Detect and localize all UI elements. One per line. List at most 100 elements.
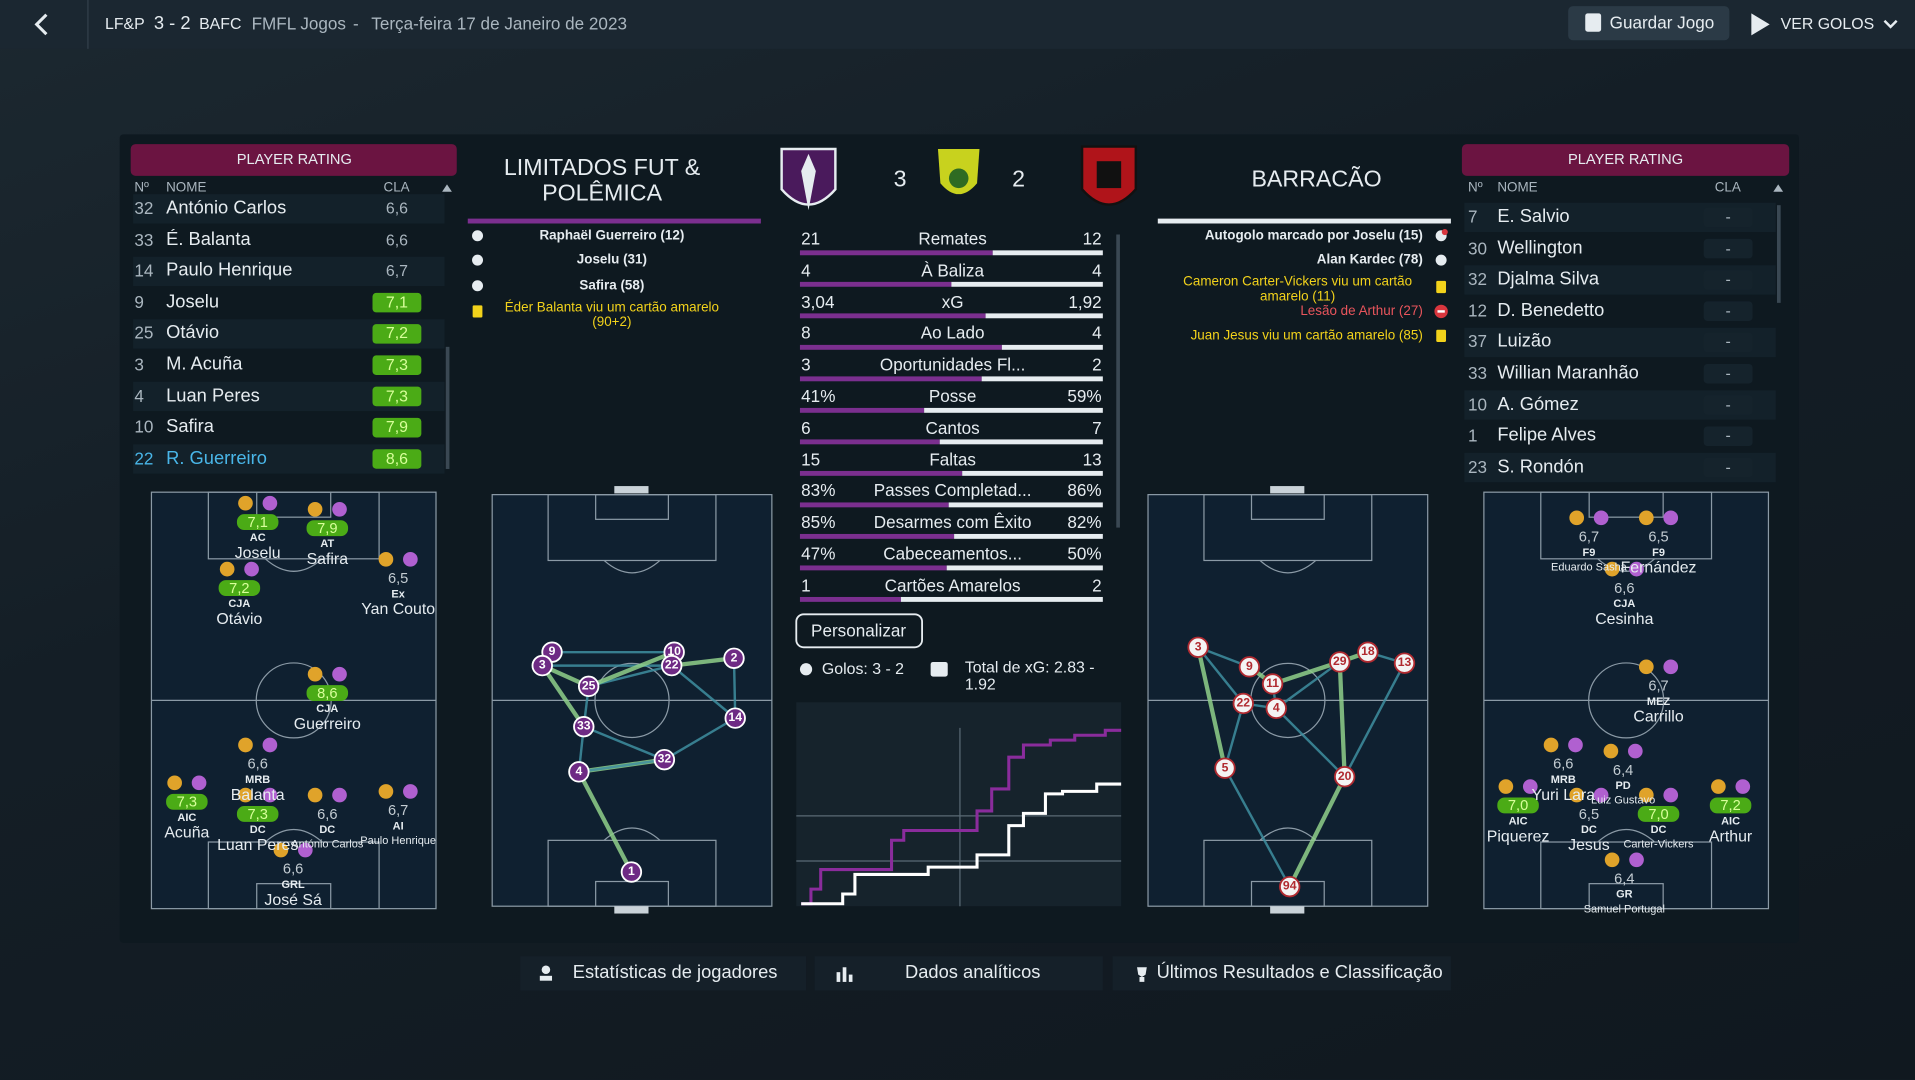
player-name[interactable]: Samuel Portugal: [1583, 902, 1665, 915]
tab-label[interactable]: Últimos Resultados e Classificação: [1156, 962, 1443, 983]
player-name[interactable]: Paulo Henrique: [166, 260, 293, 281]
morale-icon: [1569, 510, 1585, 526]
player-name[interactable]: É. Balanta: [166, 228, 251, 250]
player-name[interactable]: M. Acuña: [166, 353, 243, 375]
player-name[interactable]: Djalma Silva: [1497, 268, 1600, 290]
player-name[interactable]: Carter-Vickers: [1623, 837, 1694, 851]
pass-node-number: 3: [1194, 640, 1202, 655]
tab-label[interactable]: Dados analíticos: [904, 962, 1041, 983]
stat-home: 83%: [801, 480, 836, 501]
pass-node-number: 1: [628, 865, 635, 879]
player-name[interactable]: Luan Peres: [217, 835, 299, 854]
player-rating: -: [1725, 207, 1731, 226]
pitch-circle: [594, 662, 670, 739]
tab-bg[interactable]: [520, 956, 807, 991]
player-name[interactable]: Piquerez: [1486, 826, 1550, 845]
player-name[interactable]: Acuña: [164, 822, 210, 842]
play-icon[interactable]: [1751, 13, 1770, 36]
player-rating: -: [1725, 457, 1731, 476]
pass-link: [1337, 661, 1347, 777]
player-name[interactable]: Carrillo: [1633, 706, 1684, 726]
player-name[interactable]: António Carlos: [166, 197, 287, 219]
pass-link: [583, 725, 665, 761]
save-label[interactable]: Guardar Jogo: [1609, 12, 1715, 33]
goals-button[interactable]: VER GOLOS: [1780, 14, 1875, 33]
column-header: NOME: [1497, 180, 1538, 196]
pitch-arc: [603, 827, 661, 841]
morale-icon: [1604, 561, 1620, 577]
tab-bg[interactable]: [1112, 956, 1451, 991]
player-name[interactable]: Fernández: [1620, 557, 1697, 577]
player-position: MRB: [1550, 773, 1576, 786]
tab-label[interactable]: Estatísticas de jogadores: [572, 962, 778, 983]
stat-home: 41%: [801, 386, 836, 406]
pass-link: [1343, 662, 1406, 778]
player-name[interactable]: Joselu: [166, 291, 220, 313]
pass-link: [577, 770, 634, 874]
player-name[interactable]: Joselu: [234, 543, 281, 562]
player-name[interactable]: Arthur: [1708, 826, 1753, 845]
player-name[interactable]: Eduardo Sasha: [1551, 560, 1627, 573]
rating-badge: [372, 417, 422, 438]
pitch-arc: [1597, 829, 1656, 843]
yellow-card-icon: [1436, 329, 1447, 342]
player-name[interactable]: D. Benedetto: [1497, 299, 1605, 321]
customize-button[interactable]: [795, 613, 923, 649]
player-position: F9: [1582, 545, 1596, 559]
morale-icon: [1603, 743, 1619, 759]
morale-icon: [378, 784, 394, 799]
player-name[interactable]: Otávio: [216, 609, 263, 628]
dropdown-arrow[interactable]: [1883, 19, 1898, 29]
stat-bar-away: [946, 565, 1103, 571]
pass-node-number: 10: [667, 645, 681, 659]
player-rating: 7,1: [247, 513, 268, 531]
player-name[interactable]: Luizão: [1497, 331, 1552, 352]
player-name[interactable]: Willian Maranhão: [1497, 362, 1639, 384]
player-rating: 7,2: [229, 579, 250, 597]
player-name[interactable]: Safira: [306, 549, 349, 568]
morale-icon: [332, 501, 347, 517]
player-name[interactable]: Safira: [166, 416, 214, 438]
player-name[interactable]: António Carlos: [291, 837, 364, 851]
player-name[interactable]: E. Salvio: [1497, 206, 1570, 227]
player-name[interactable]: Luan Peres: [166, 385, 260, 406]
save-button[interactable]: [1568, 6, 1730, 41]
player-name[interactable]: R. Guerreiro: [166, 447, 267, 469]
player-name[interactable]: Yuri Lara: [1531, 785, 1596, 804]
pass-node: [1357, 641, 1379, 663]
stat-away: 2: [1092, 354, 1102, 375]
stat-home: 4: [801, 260, 811, 280]
goal: [1270, 486, 1305, 494]
morale-icon: [403, 784, 418, 799]
player-name[interactable]: Wellington: [1497, 237, 1583, 259]
player-name[interactable]: A. Gómez: [1497, 393, 1579, 415]
player-name[interactable]: Balanta: [230, 785, 285, 804]
player-name[interactable]: Yan Couto: [361, 599, 436, 618]
pass-link: [587, 650, 675, 689]
player-rating: 6,5: [1648, 528, 1669, 546]
player-name[interactable]: José Sá: [264, 890, 322, 909]
player-name[interactable]: Luiz Gustavo: [1591, 793, 1656, 807]
player-name[interactable]: Jesus: [1568, 835, 1610, 854]
back-arrow[interactable]: [34, 13, 48, 36]
injury-cross: [1437, 310, 1445, 313]
pass-node-number: 14: [728, 711, 743, 725]
pitch-arc: [603, 560, 661, 574]
customize-label[interactable]: Personalizar: [811, 620, 907, 641]
player-position: CJA: [228, 597, 251, 610]
pitch-arc: [264, 558, 323, 572]
player-position: Ex: [391, 587, 405, 600]
stat-bar-away: [992, 250, 1103, 256]
player-position: AC: [249, 531, 266, 544]
player-name[interactable]: Guerreiro: [293, 714, 361, 733]
player-name[interactable]: Paulo Henrique: [360, 834, 437, 847]
rating-badge: [1637, 806, 1680, 822]
player-name[interactable]: Otávio: [166, 322, 220, 344]
pass-node: [653, 748, 676, 771]
player-name[interactable]: S. Rondón: [1497, 456, 1584, 477]
player-name[interactable]: Cesinha: [1595, 609, 1654, 628]
player-name[interactable]: Felipe Alves: [1497, 424, 1597, 446]
pass-link: [540, 664, 586, 728]
tab-bg[interactable]: [814, 956, 1103, 991]
pass-link: [1196, 646, 1228, 769]
